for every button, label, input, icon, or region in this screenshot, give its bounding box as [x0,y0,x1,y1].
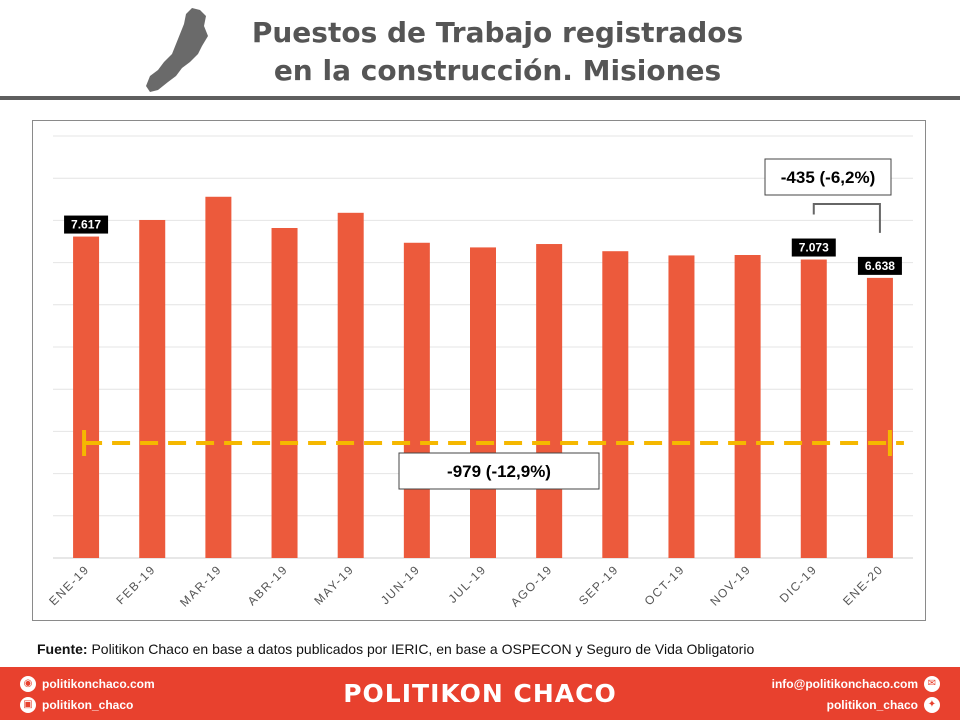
bar-sep-19 [602,251,629,558]
bar-jun-19 [403,242,430,558]
x-tick-label: MAY-19 [311,562,357,608]
x-tick-label: AGO-19 [508,562,555,609]
x-tick-label: NOV-19 [707,562,753,608]
footer: POLITIKON CHACO ◉ politikonchaco.com ▣ p… [0,667,960,720]
title-line-1: Puestos de Trabajo registrados [251,16,744,49]
bar-may-19 [337,212,364,558]
email-text: info@politikonchaco.com [771,677,918,691]
x-tick-label: JUN-19 [378,562,423,607]
source-label: Fuente: [37,641,88,657]
annotation-text-dic-ene: -435 (-6,2%) [781,168,875,187]
bar-ene-19 [73,236,100,558]
footer-twitter[interactable]: politikon_chaco ✦ [827,697,940,713]
x-tick-label: JUL-19 [446,562,490,606]
instagram-icon: ▣ [20,697,36,713]
footer-email[interactable]: info@politikonchaco.com ✉ [772,676,940,692]
bar-ago-19 [536,244,563,559]
x-tick-label: OCT-19 [642,562,688,608]
source-text: Politikon Chaco en base a datos publicad… [87,641,755,657]
data-label: 7.617 [71,218,101,232]
bar-dic-19 [800,259,827,558]
globe-icon: ◉ [20,676,36,692]
header-divider [0,96,960,100]
bar-chart: ENE-19 FEB-19 MAR-19 ABR-19 MAY-19 JUN-19 JUL-… [46,135,913,610]
data-label-box [791,238,836,257]
bar-mar-19 [205,196,232,558]
footer-instagram[interactable]: ▣ politikon_chaco [20,697,133,713]
bar-feb-19 [139,219,166,558]
source-note: Fuente: Politikon Chaco en base a datos … [37,641,754,657]
x-tick-label: DIC-19 [777,562,820,605]
x-tick-label: SEP-19 [576,562,622,608]
x-tick-label: ABR-19 [245,562,291,608]
bar-nov-19 [734,255,761,558]
data-label-box [64,215,109,234]
annotation-text-ene-ene: -979 (-12,9%) [447,462,551,481]
twitter-text: politikon_chaco [826,698,918,712]
x-tick-label: FEB-19 [113,562,158,607]
data-label-box [857,256,902,275]
footer-brand: POLITIKON CHACO [343,679,617,708]
bar-oct-19 [668,255,695,558]
page-title: Puestos de Trabajo registrados en la con… [220,14,775,90]
annotation-box-ene-ene [398,452,600,490]
instagram-text: politikon_chaco [42,698,134,712]
bar-abr-19 [271,227,298,558]
data-label: 6.638 [865,259,895,273]
bracket-connector [812,203,881,233]
bar-jul-19 [470,247,496,558]
bar-ene-20 [866,277,893,558]
header: Puestos de Trabajo registrados en la con… [0,0,960,100]
data-label: 7.073 [799,241,829,255]
footer-website[interactable]: ◉ politikonchaco.com [20,676,155,692]
misiones-map-icon [146,8,208,92]
x-tick-label: ENE-19 [46,562,92,608]
mail-icon: ✉ [924,676,940,692]
twitter-icon: ✦ [924,697,940,713]
chart-frame: ENE-19 FEB-19 MAR-19 ABR-19 MAY-19 JUN-19 JUL-… [32,120,926,621]
x-tick-label: ENE-20 [840,562,886,608]
x-tick-label: MAR-19 [177,562,224,609]
annotation-box-dic-ene [764,158,892,196]
title-line-2: en la construcción. Misiones [273,54,722,87]
website-text: politikonchaco.com [42,677,155,691]
